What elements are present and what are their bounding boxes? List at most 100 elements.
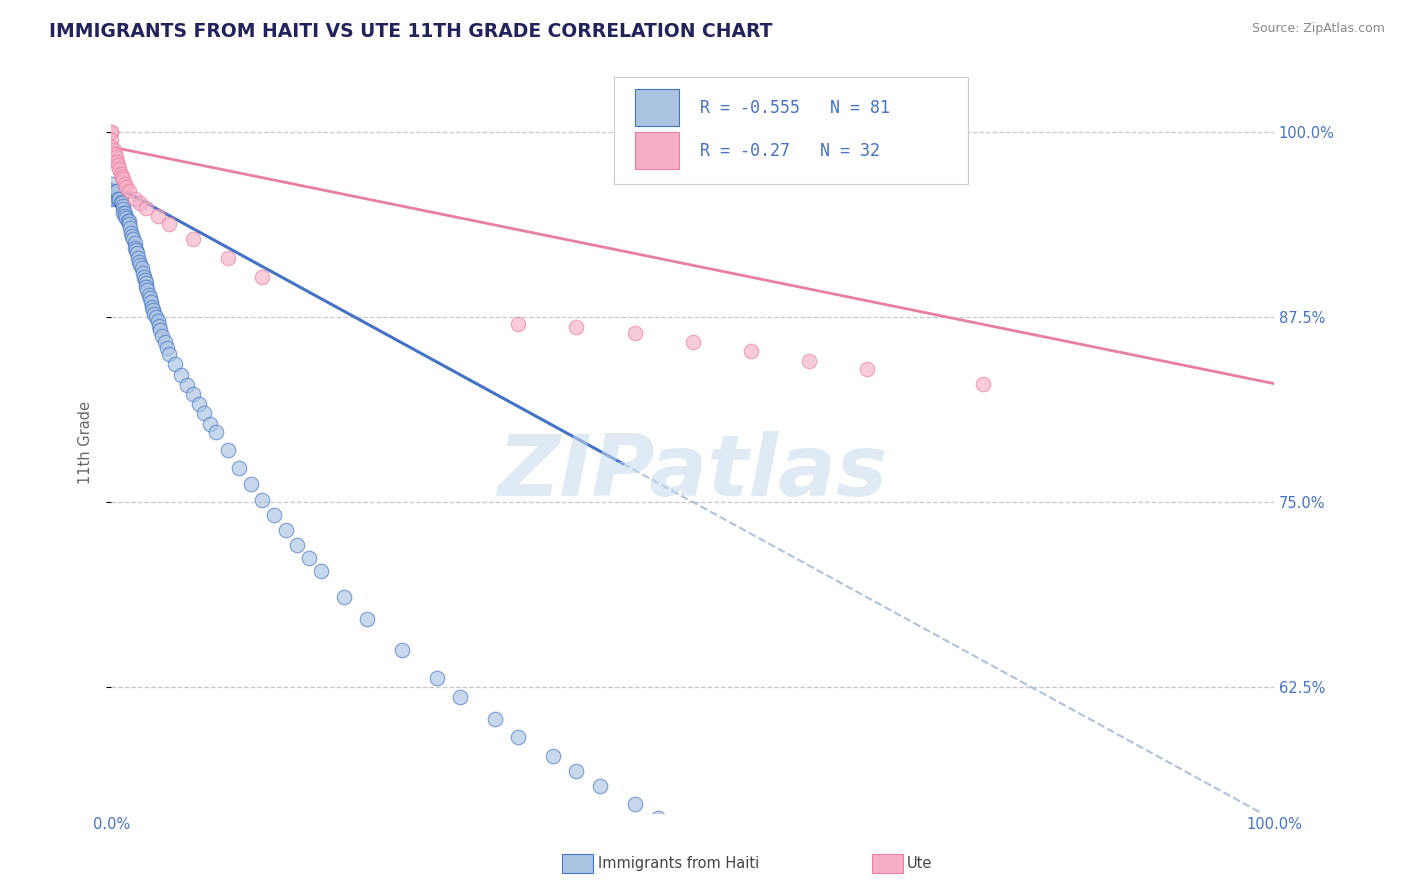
- Point: [104, 192, 127, 206]
- Point: [623, 797, 645, 811]
- Point: [309, 565, 332, 579]
- Point: [107, 158, 129, 172]
- Point: [298, 551, 321, 566]
- Point: [100, 177, 122, 191]
- Point: [156, 341, 179, 355]
- Point: [110, 167, 132, 181]
- Point: [252, 493, 274, 508]
- Point: [100, 125, 122, 139]
- Point: [121, 228, 143, 243]
- Point: [118, 221, 141, 235]
- Point: [132, 270, 155, 285]
- Point: [149, 323, 172, 337]
- Point: [111, 199, 134, 213]
- Point: [118, 217, 141, 231]
- Point: [124, 236, 146, 251]
- Point: [252, 270, 274, 285]
- Text: R = -0.27   N = 32: R = -0.27 N = 32: [700, 142, 880, 160]
- Point: [198, 417, 221, 431]
- Point: [508, 318, 530, 332]
- Point: [143, 307, 166, 321]
- Point: [193, 406, 215, 420]
- Point: [141, 300, 163, 314]
- Point: [285, 538, 308, 552]
- Point: [228, 461, 250, 475]
- Point: [117, 214, 139, 228]
- Point: [159, 217, 181, 231]
- Point: [115, 179, 138, 194]
- Point: [100, 140, 122, 154]
- Point: [111, 169, 134, 184]
- Point: [100, 125, 122, 139]
- Point: [135, 201, 157, 215]
- Point: [856, 361, 879, 376]
- Point: [145, 310, 167, 324]
- Point: [104, 150, 127, 164]
- Point: [115, 211, 138, 225]
- Point: [588, 779, 610, 793]
- Point: [263, 508, 285, 523]
- Text: ZIPatlas: ZIPatlas: [498, 431, 887, 514]
- Point: [217, 251, 239, 265]
- Point: [797, 354, 820, 368]
- Point: [146, 210, 169, 224]
- Text: Source: ZipAtlas.com: Source: ZipAtlas.com: [1251, 22, 1385, 36]
- Point: [391, 643, 413, 657]
- Point: [105, 154, 128, 169]
- Point: [740, 344, 762, 359]
- Point: [170, 368, 193, 382]
- Bar: [634, 89, 679, 127]
- Point: [187, 397, 209, 411]
- Point: [104, 147, 127, 161]
- Point: [176, 378, 198, 392]
- Point: [146, 314, 169, 328]
- Point: [111, 202, 134, 216]
- Point: [136, 284, 159, 298]
- Point: [484, 712, 506, 726]
- Point: [142, 302, 165, 317]
- Point: [356, 612, 378, 626]
- Point: [181, 387, 204, 401]
- Point: [972, 376, 994, 391]
- FancyBboxPatch shape: [613, 77, 969, 184]
- Point: [148, 318, 170, 333]
- Point: [118, 184, 141, 198]
- Point: [449, 690, 471, 705]
- Point: [333, 590, 356, 604]
- Point: [217, 443, 239, 458]
- Point: [129, 196, 152, 211]
- Point: [111, 196, 134, 211]
- Point: [108, 162, 131, 177]
- Point: [165, 357, 187, 371]
- Point: [139, 295, 162, 310]
- Point: [111, 206, 134, 220]
- Point: [138, 291, 160, 305]
- Point: [426, 671, 449, 685]
- Point: [100, 184, 122, 198]
- Point: [120, 226, 142, 240]
- Point: [100, 132, 122, 146]
- Point: [128, 255, 150, 269]
- Point: [105, 184, 128, 198]
- Point: [274, 523, 297, 537]
- Point: [114, 206, 136, 220]
- Point: [134, 273, 156, 287]
- Point: [118, 214, 141, 228]
- Text: Immigrants from Haiti: Immigrants from Haiti: [598, 856, 759, 871]
- Point: [205, 425, 228, 440]
- Point: [125, 244, 148, 258]
- Bar: [634, 132, 679, 169]
- Point: [129, 258, 152, 272]
- Text: R = -0.555   N = 81: R = -0.555 N = 81: [700, 99, 890, 117]
- Point: [103, 143, 125, 157]
- Point: [181, 232, 204, 246]
- Y-axis label: 11th Grade: 11th Grade: [79, 401, 93, 484]
- Point: [541, 749, 564, 764]
- Point: [131, 261, 153, 276]
- Text: Ute: Ute: [907, 856, 932, 871]
- Point: [159, 347, 181, 361]
- Point: [565, 320, 588, 334]
- Point: [153, 335, 176, 350]
- Point: [122, 232, 145, 246]
- Point: [138, 288, 160, 302]
